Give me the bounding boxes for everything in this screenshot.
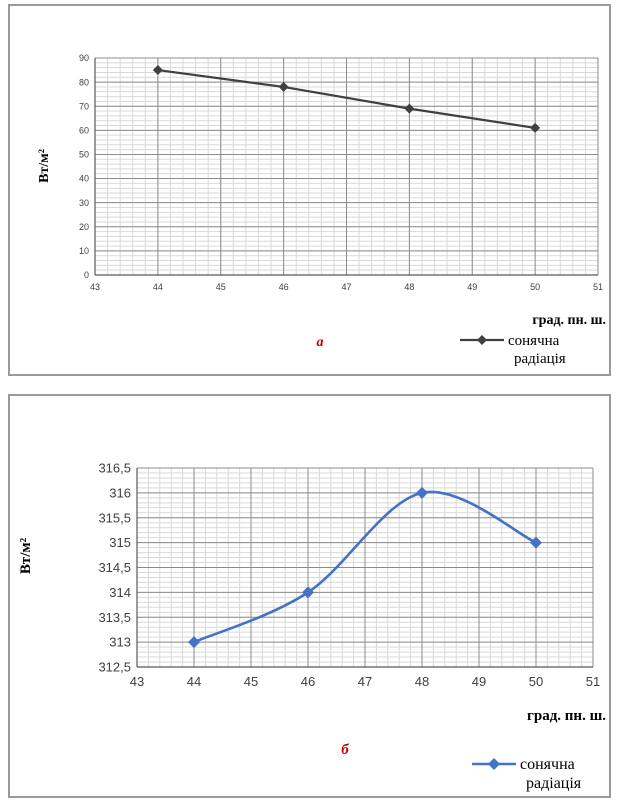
- y-tick-label: 313: [109, 635, 131, 650]
- legend-marker: [488, 758, 500, 770]
- x-tick-label: 46: [301, 674, 315, 689]
- y-tick-label: 30: [79, 198, 89, 208]
- y-tick-label: 80: [79, 77, 89, 87]
- data-point-marker: [302, 586, 314, 599]
- y-tick-label: 20: [79, 222, 89, 232]
- x-axis-label: град. пн. ш.: [532, 313, 606, 328]
- y-tick-label: 315: [109, 535, 131, 550]
- data-point-marker: [404, 103, 415, 114]
- y-tick-label: 315,5: [98, 510, 131, 525]
- y-tick-label: 316: [109, 485, 131, 500]
- y-tick-label: 314: [109, 585, 131, 600]
- y-tick-label: 90: [79, 53, 89, 63]
- x-tick-label: 50: [530, 282, 540, 292]
- legend-label: сонячна: [508, 333, 560, 349]
- data-point-marker: [530, 122, 541, 133]
- y-tick-label: 316,5: [98, 461, 131, 476]
- y-tick-label: 10: [79, 246, 89, 256]
- y-tick-label: 314,5: [98, 560, 131, 575]
- legend-marker: [477, 335, 487, 345]
- x-tick-label: 49: [467, 282, 477, 292]
- x-axis-label: град. пн. ш.: [527, 708, 606, 724]
- x-tick-label: 47: [358, 674, 372, 689]
- data-point-marker: [152, 65, 163, 76]
- y-tick-label: 313,5: [98, 610, 131, 625]
- y-tick-label: 40: [79, 174, 89, 184]
- x-tick-label: 44: [187, 674, 201, 689]
- chart-subtitle: б: [341, 742, 349, 758]
- x-tick-label: 43: [130, 674, 144, 689]
- legend-label: сонячна: [520, 756, 575, 773]
- x-tick-label: 45: [216, 282, 226, 292]
- major-grid: [136, 467, 594, 668]
- y-tick-label: 50: [79, 150, 89, 160]
- y-tick-label: 312,5: [98, 660, 131, 675]
- x-tick-label: 49: [472, 674, 486, 689]
- chart-panel-a: 43 44 45 46 47 48 49 50 51 0 10 20 30 40 50 60 70 80 90 Вт/…: [8, 4, 611, 376]
- series-line: [157, 68, 536, 130]
- y-tick-label: 60: [79, 125, 89, 135]
- x-tick-label: 47: [341, 282, 351, 292]
- y-tick-label: 0: [84, 270, 89, 280]
- x-tick-label: 50: [529, 674, 543, 689]
- data-point-marker: [416, 486, 428, 499]
- legend: сонячна радіація: [460, 333, 566, 367]
- chart-subtitle: а: [317, 335, 324, 350]
- y-tick-label: 70: [79, 101, 89, 111]
- x-tick-label: 48: [404, 282, 414, 292]
- y-axis-label: Вт/м²: [37, 149, 52, 183]
- x-tick-label: 51: [593, 282, 603, 292]
- data-point-marker: [530, 536, 542, 549]
- x-tick-label: 43: [90, 282, 100, 292]
- legend: сонячна радіація: [472, 756, 582, 792]
- x-tick-label: 45: [244, 674, 258, 689]
- legend-label: радіація: [514, 351, 566, 367]
- data-point-marker: [278, 81, 289, 92]
- x-tick-label: 48: [415, 674, 429, 689]
- series-line: [193, 490, 537, 644]
- chart-b: 43 44 45 46 47 48 49 50 51 312,5 313 313,5 314 314,5 3…: [18, 461, 606, 792]
- legend-label: радіація: [526, 775, 582, 792]
- x-tick-label: 44: [153, 282, 163, 292]
- x-tick-label: 46: [279, 282, 289, 292]
- y-axis-label: Вт/м²: [18, 537, 34, 574]
- chart-panel-b: 43 44 45 46 47 48 49 50 51 312,5 313 313,5 314 314,5 3…: [8, 394, 611, 798]
- chart-a: 43 44 45 46 47 48 49 50 51 0 10 20 30 40 50 60 70 80 90 Вт/…: [37, 53, 606, 367]
- data-point-marker: [188, 636, 200, 649]
- x-tick-label: 51: [586, 674, 600, 689]
